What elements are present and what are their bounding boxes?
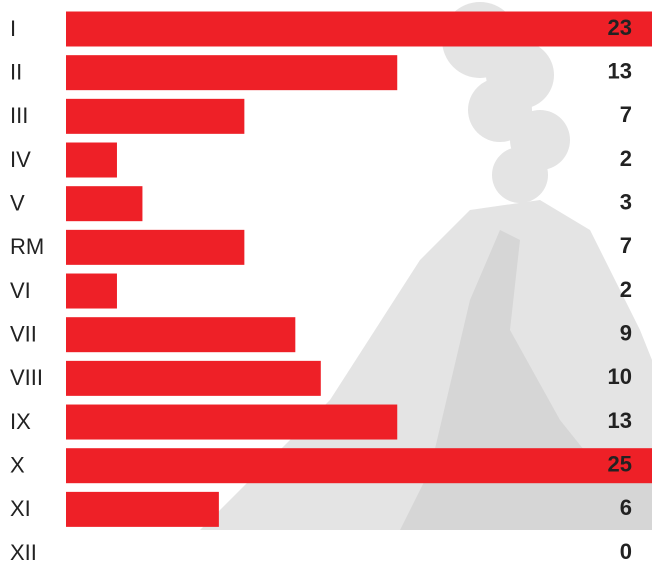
category-label: IX [10,409,31,434]
category-label: X [10,453,25,478]
category-label: RM [10,234,44,259]
value-label: 6 [620,495,632,520]
bar [66,186,143,222]
category-label: V [10,190,25,215]
bar [66,317,296,353]
category-label: II [10,59,22,84]
category-label: I [10,16,16,41]
value-label: 13 [608,58,632,83]
bar [66,142,117,178]
value-label: 23 [608,15,632,40]
value-label: 7 [620,233,632,258]
category-label: IV [10,147,31,172]
bar [66,98,245,134]
bar [66,273,117,309]
value-label: 25 [608,452,632,477]
value-label: 2 [620,146,632,171]
bar [66,360,321,396]
category-label: XII [10,540,37,565]
category-label: VI [10,278,31,303]
bar [66,55,398,91]
bar [66,11,652,47]
category-label: VIII [10,365,43,390]
bar [66,229,245,265]
value-label: 9 [620,321,632,346]
bar [66,491,219,527]
bar [66,448,652,484]
value-label: 7 [620,102,632,127]
value-label: 3 [620,189,632,214]
category-label: III [10,103,28,128]
bar [66,404,398,440]
value-label: 13 [608,408,632,433]
category-label: VII [10,322,37,347]
value-label: 10 [608,364,632,389]
value-label: 2 [620,277,632,302]
value-label: 0 [620,539,632,564]
category-label: XI [10,496,31,521]
